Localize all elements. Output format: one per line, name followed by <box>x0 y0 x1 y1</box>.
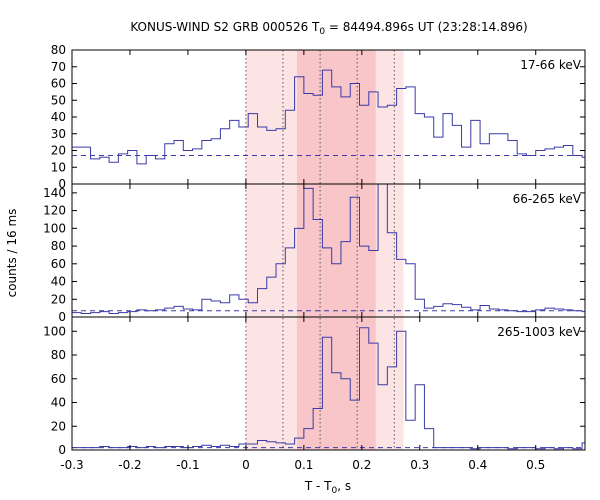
time-interval-shading <box>245 50 404 450</box>
x-tick-label: -0.3 <box>60 458 83 472</box>
x-tick-label: 0.5 <box>526 458 545 472</box>
y-tick-label: 100 <box>43 324 66 338</box>
light-curve-histogram <box>72 69 585 165</box>
x-tick-label: -0.2 <box>118 458 141 472</box>
x-tick-label: 0.4 <box>468 458 487 472</box>
energy-band-label: 265-1003 keV <box>497 325 581 339</box>
y-tick-label: 60 <box>51 77 66 91</box>
y-tick-label: 40 <box>51 110 66 124</box>
y-tick-label: 70 <box>51 60 66 74</box>
x-tick-label: 0 <box>242 458 250 472</box>
tick-marks <box>71 49 585 451</box>
labels: 0 10 20 30 40 50 60 70 80 17-66 keV 0 20 40 60 80 100 12… <box>43 43 582 472</box>
interval-shade-dark <box>296 50 376 450</box>
x-tick-label: 0.3 <box>410 458 429 472</box>
y-tick-label: 0 <box>58 443 66 457</box>
y-tick-label: 20 <box>51 144 66 158</box>
y-tick-label: 80 <box>51 43 66 57</box>
y-tick-label: 20 <box>51 292 66 306</box>
y-tick-label: 140 <box>43 186 66 200</box>
y-tick-label: 30 <box>51 127 66 141</box>
y-tick-label: 60 <box>51 372 66 386</box>
y-tick-label: 50 <box>51 93 66 107</box>
x-tick-label: 0.2 <box>352 458 371 472</box>
x-tick-label: -0.1 <box>176 458 199 472</box>
chart-title: KONUS-WIND S2 GRB 000526 T0 = 84494.896s… <box>130 20 527 37</box>
histograms <box>72 69 585 450</box>
y-tick-label: 10 <box>51 160 66 174</box>
y-tick-label: 0 <box>58 177 66 191</box>
y-tick-label: 60 <box>51 257 66 271</box>
interval-markers <box>245 50 395 450</box>
light-curve-histogram <box>72 327 585 450</box>
y-tick-label: 80 <box>51 239 66 253</box>
light-curve-histogram <box>72 183 585 314</box>
energy-band-label: 17-66 keV <box>520 58 582 72</box>
y-tick-label: 80 <box>51 348 66 362</box>
y-tick-label: 40 <box>51 396 66 410</box>
x-axis-title: T - T0, s <box>304 479 351 496</box>
y-tick-label: 120 <box>43 204 66 218</box>
y-tick-label: 40 <box>51 275 66 289</box>
y-tick-label: 20 <box>51 419 66 433</box>
y-tick-label: 0 <box>58 310 66 324</box>
panel-frame <box>71 316 586 451</box>
energy-band-label: 66-265 keV <box>513 192 582 206</box>
y-axis-title: counts / 16 ms <box>5 209 19 298</box>
x-tick-label: 0.1 <box>294 458 313 472</box>
y-tick-label: 100 <box>43 221 66 235</box>
